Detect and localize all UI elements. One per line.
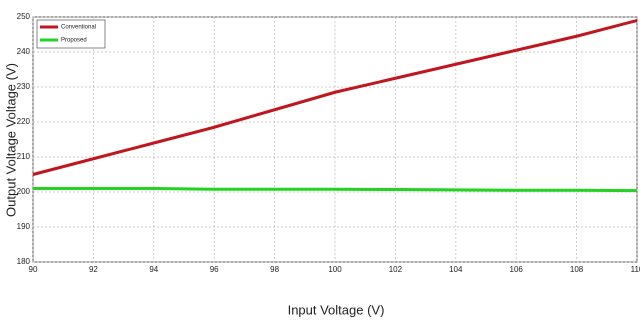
y-tick-label: 230: [17, 82, 31, 91]
x-tick-label: 100: [328, 265, 342, 274]
legend-label: Proposed: [61, 38, 87, 44]
x-tick-label: 102: [389, 265, 403, 274]
x-tick-label: 90: [29, 265, 38, 274]
x-tick-label: 110: [631, 265, 640, 274]
series-line: [33, 187, 638, 193]
x-tick-label: 106: [510, 265, 524, 274]
y-tick-label: 210: [17, 152, 31, 161]
y-tick-label: 240: [17, 47, 31, 56]
legend-box: [36, 19, 106, 49]
x-tick-label: 92: [89, 265, 98, 274]
x-tick-label: 96: [210, 265, 219, 274]
y-tick-label: 200: [17, 187, 31, 196]
series-line: [32, 19, 638, 176]
x-tick-label: 108: [570, 265, 584, 274]
x-tick-label: 94: [149, 265, 158, 274]
y-tick-label: 180: [17, 257, 31, 266]
x-axis-label: Input Voltage (V): [288, 302, 385, 317]
y-tick-label: 190: [17, 222, 31, 231]
y-tick-label: 250: [17, 12, 31, 21]
x-tick-label: 104: [449, 265, 463, 274]
y-axis-label: Output Voltage Voltage (V): [3, 63, 18, 217]
y-tick-label: 220: [17, 117, 31, 126]
legend-label: Conventional: [61, 25, 96, 31]
x-tick-label: 98: [270, 265, 279, 274]
